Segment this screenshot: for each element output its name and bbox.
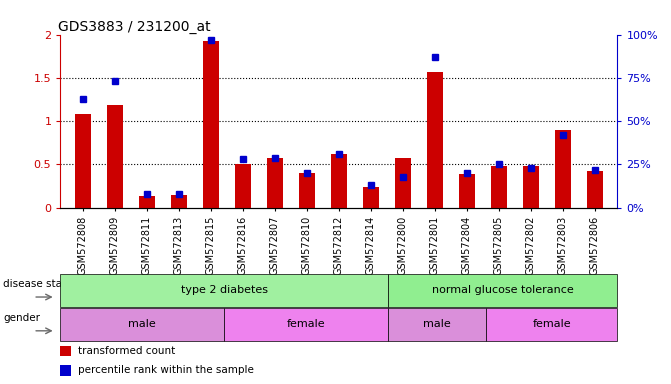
Bar: [395, 158, 411, 208]
Bar: [388, 308, 486, 341]
Text: male: male: [423, 319, 451, 329]
Bar: [171, 195, 187, 208]
Bar: [491, 166, 507, 208]
Bar: [60, 365, 71, 376]
Text: disease state: disease state: [3, 279, 72, 289]
Bar: [139, 197, 155, 208]
Bar: [60, 308, 224, 341]
Bar: [587, 171, 603, 208]
Bar: [523, 166, 539, 208]
Bar: [60, 346, 71, 356]
Text: GDS3883 / 231200_at: GDS3883 / 231200_at: [58, 20, 210, 33]
Bar: [331, 154, 347, 208]
Text: transformed count: transformed count: [78, 346, 174, 356]
Bar: [267, 158, 283, 208]
Bar: [388, 274, 617, 307]
Bar: [224, 308, 388, 341]
Text: type 2 diabetes: type 2 diabetes: [180, 285, 268, 296]
Bar: [459, 174, 475, 208]
Bar: [203, 41, 219, 208]
Text: gender: gender: [3, 313, 40, 323]
Bar: [555, 130, 571, 208]
Bar: [235, 164, 251, 208]
Text: percentile rank within the sample: percentile rank within the sample: [78, 365, 254, 375]
Bar: [107, 105, 123, 208]
Text: female: female: [287, 319, 325, 329]
Bar: [299, 173, 315, 208]
Text: female: female: [533, 319, 571, 329]
Text: normal glucose tolerance: normal glucose tolerance: [431, 285, 574, 296]
Bar: [74, 114, 91, 208]
Bar: [427, 72, 443, 208]
Bar: [60, 274, 388, 307]
Bar: [486, 308, 617, 341]
Bar: [363, 187, 379, 208]
Text: male: male: [128, 319, 156, 329]
